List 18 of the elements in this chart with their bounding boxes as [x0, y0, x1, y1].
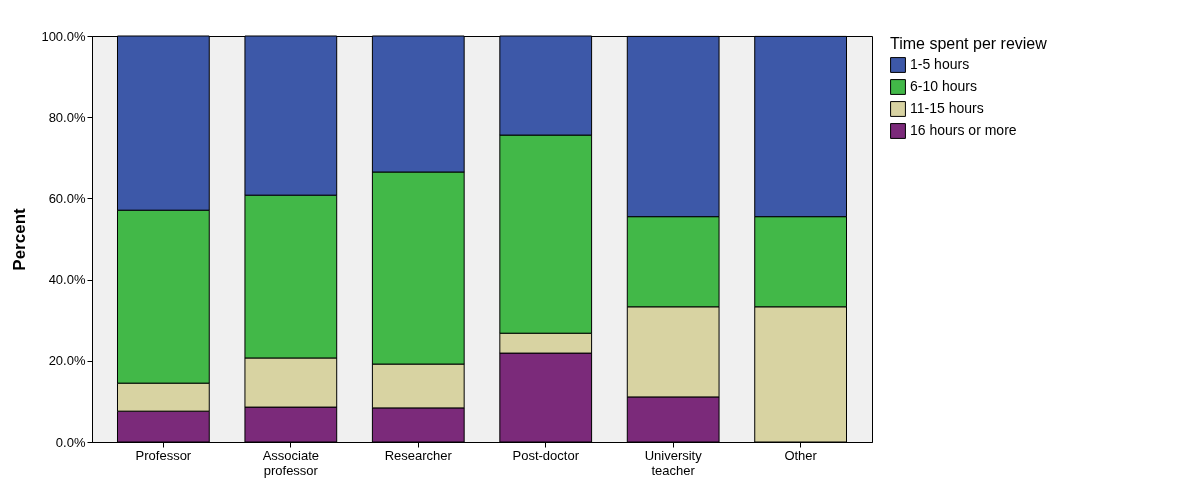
y-tick-label: 100.0% [41, 28, 86, 44]
x-tick-label: Professor [135, 447, 192, 463]
legend-label: 1-5 hours [910, 56, 970, 72]
legend-label: 16 hours or more [910, 122, 1017, 138]
x-tick-label: Associate professor [262, 447, 320, 478]
x-tick-label: Other [784, 447, 818, 463]
x-tick-label: Researcher [384, 447, 453, 463]
legend-label: 6-10 hours [910, 78, 977, 94]
y-tick-label: 40.0% [48, 272, 86, 288]
y-tick-label: 20.0% [48, 353, 86, 369]
y-axis-title: Percent [10, 207, 30, 271]
y-tick-label: 0.0% [55, 434, 86, 450]
legend-title: Time spent per review [890, 35, 1048, 52]
x-tick-label: Post-doctor [512, 447, 580, 463]
y-tick-label: 80.0% [48, 109, 86, 125]
y-tick-label: 60.0% [48, 190, 86, 206]
legend-label: 11-15 hours [910, 100, 984, 116]
x-tick-label: University teacher [644, 447, 703, 478]
